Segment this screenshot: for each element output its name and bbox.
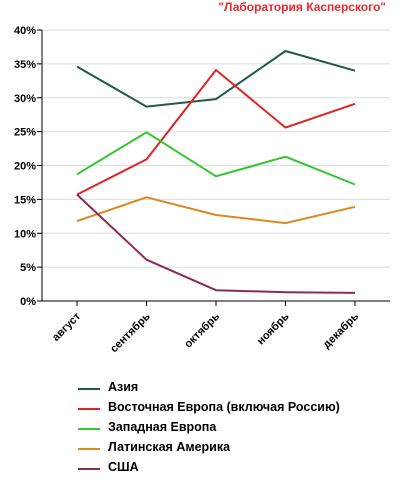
y-tick-labels: 0% 5% 10% 15% 20% 25% 30% 35% 40%: [14, 25, 36, 308]
x-tick-labels: август сентябрь октябрь ноябрь декабрь: [50, 310, 361, 355]
series-line: [76, 193, 356, 294]
legend-swatch: [78, 388, 100, 390]
series-lines: [76, 50, 356, 294]
legend-swatch: [78, 428, 100, 430]
legend-label: Азия: [108, 380, 139, 394]
y-tick-label: 10%: [14, 228, 36, 240]
x-tick-label: октябрь: [182, 310, 222, 350]
legend-label: Восточная Европа (включая Россию): [108, 400, 340, 414]
y-tick-label: 20%: [14, 161, 36, 173]
x-tick-label: декабрь: [321, 310, 361, 350]
grid: [42, 29, 390, 268]
legend-label: Западная Европа: [108, 420, 217, 434]
legend-label: Латинская Америка: [108, 440, 231, 454]
y-tick-label: 30%: [14, 93, 36, 105]
x-tick-label: август: [50, 310, 84, 344]
y-tick-label: 15%: [14, 194, 36, 206]
legend-label: США: [108, 460, 139, 474]
watermark-label: "Лаборатория Касперского": [218, 0, 386, 14]
legend-swatch: [78, 448, 100, 450]
y-tick-label: 25%: [14, 127, 36, 139]
series-line: [76, 131, 356, 186]
y-tick-label: 5%: [20, 262, 36, 274]
legend-swatch: [78, 468, 100, 470]
legend-swatch: [78, 408, 100, 410]
x-tick-label: сентябрь: [108, 310, 153, 355]
y-tick-label: 35%: [14, 59, 36, 71]
series-line: [76, 69, 356, 196]
x-tick-label: ноябрь: [255, 310, 292, 347]
series-line: [76, 50, 356, 108]
axes: [37, 29, 390, 306]
y-tick-label: 0%: [20, 296, 36, 308]
y-tick-label: 40%: [14, 25, 36, 37]
series-line: [76, 196, 356, 225]
